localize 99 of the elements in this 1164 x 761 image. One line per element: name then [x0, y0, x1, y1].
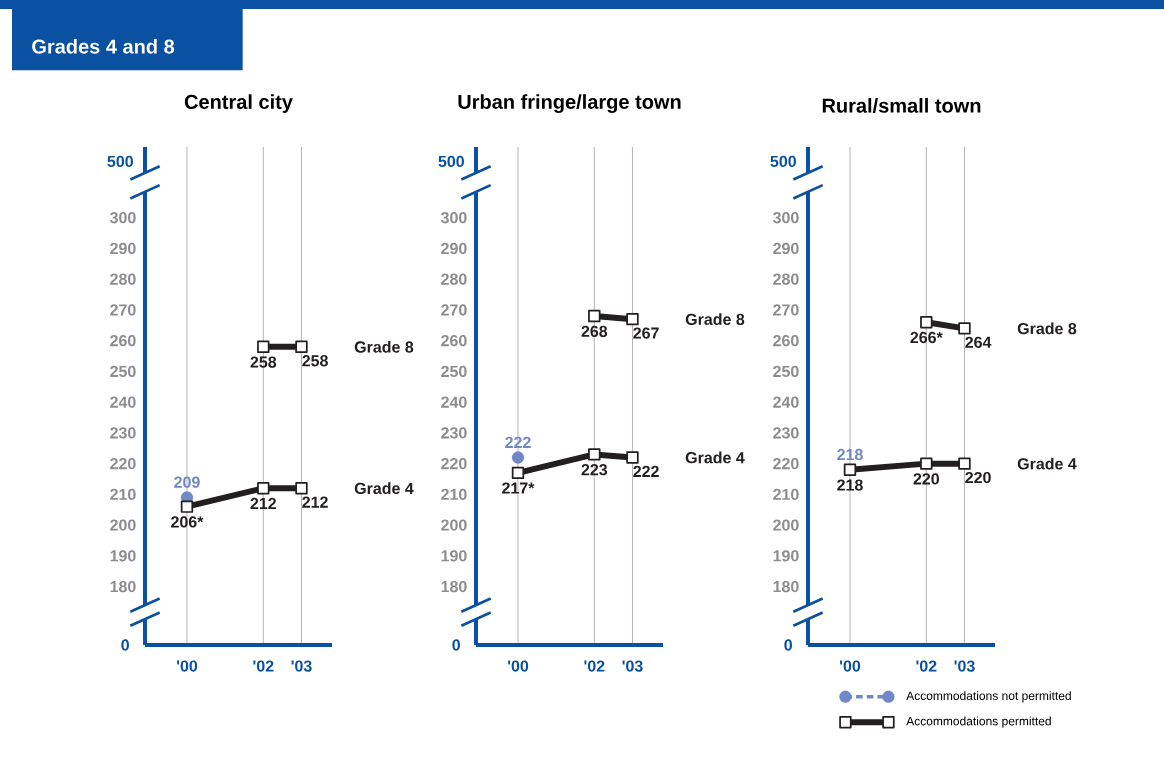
data-label: 266*: [910, 331, 943, 344]
point: [920, 457, 933, 470]
data-label: 264: [965, 336, 992, 348]
y-tick-label: 290: [773, 242, 799, 255]
text: Grade 4: [354, 482, 414, 495]
chart-title: Urban fringe/large town: [458, 94, 681, 113]
y-tick-label: 240: [773, 396, 799, 408]
point: [257, 340, 270, 354]
y-tick-label: 250: [110, 365, 136, 378]
text: Grades 4 and 8: [32, 38, 175, 54]
data-label: 220: [913, 473, 939, 485]
x-tick-label: '03: [954, 660, 975, 672]
y-tick-label: 290: [441, 242, 467, 255]
data-label: 222: [505, 436, 531, 448]
text: 500: [107, 155, 133, 168]
chart-title: Rural/small town: [822, 98, 981, 113]
y-tick-label: 230: [773, 427, 799, 439]
y-tick-label: 220: [441, 457, 467, 470]
point: [958, 322, 971, 335]
y-tick-label: 270: [441, 304, 467, 316]
y-tick-label: 190: [110, 550, 136, 562]
chart-title: Central city: [184, 94, 293, 113]
y-tick-label: 270: [110, 304, 136, 316]
point: [295, 482, 308, 495]
x-tick-label: '02: [584, 660, 605, 672]
text: 0: [121, 639, 129, 651]
data-label: 217*: [502, 482, 535, 494]
y-tick-label: 280: [110, 273, 136, 285]
point: [958, 457, 971, 470]
point: [295, 340, 308, 354]
data-label: 218: [837, 448, 863, 461]
y-tick-label: 210: [773, 488, 799, 501]
text: Grade 8: [354, 340, 414, 353]
data-label: 209: [174, 476, 200, 488]
text: 500: [770, 155, 796, 168]
point: [588, 448, 601, 461]
data-label: 222: [633, 465, 659, 477]
y-tick-label: 180: [110, 580, 136, 593]
text: Grade 4: [1017, 457, 1077, 470]
point: [626, 312, 639, 326]
data-label: 223: [581, 464, 608, 476]
y-tick-label: 290: [110, 242, 136, 255]
y-tick-label: 260: [441, 335, 467, 347]
y-tick-label: 300: [772, 212, 799, 224]
text: Grade 8: [685, 313, 745, 326]
y-tick-label: 250: [773, 365, 799, 378]
y-tick-label: 300: [440, 212, 467, 224]
point: [257, 482, 270, 495]
y-tick-label: 180: [773, 580, 799, 593]
point: [180, 500, 194, 513]
y-tick-label: 230: [441, 427, 467, 439]
y-tick-label: 240: [441, 396, 467, 408]
y-tick-label: 260: [110, 335, 136, 347]
y-tick-label: 210: [441, 488, 467, 501]
y-tick-label: 220: [110, 457, 136, 470]
point: [511, 466, 525, 480]
text: Grade 4: [685, 451, 745, 464]
y-tick-label: 280: [773, 273, 799, 285]
text: 500: [438, 155, 464, 168]
point: [626, 451, 639, 464]
y-tick-label: 180: [441, 580, 467, 593]
y-tick-label: 200: [110, 519, 136, 531]
y-tick-label: 300: [109, 212, 136, 224]
data-label: 220: [965, 471, 991, 484]
y-tick-label: 200: [773, 519, 799, 531]
data-label: 267: [633, 327, 659, 339]
text: 0: [784, 639, 792, 651]
data-label: 258: [250, 356, 277, 368]
x-tick-label: '00: [177, 660, 198, 672]
y-tick-label: 200: [441, 519, 467, 531]
point: [920, 316, 933, 329]
data-label: 212: [302, 496, 328, 508]
y-tick-label: 240: [110, 396, 136, 408]
y-tick-label: 250: [441, 365, 467, 378]
y-tick-label: 190: [773, 550, 799, 562]
data-label: 218: [837, 479, 863, 491]
x-tick-label: '02: [916, 660, 937, 672]
y-tick-label: 260: [773, 335, 799, 347]
y-tick-label: 270: [773, 304, 799, 316]
data-label: 212: [250, 497, 277, 509]
x-tick-label: '03: [291, 660, 312, 672]
y-tick-label: 210: [110, 488, 136, 501]
point: [588, 309, 601, 323]
y-tick-label: 280: [441, 273, 467, 285]
text: 0: [452, 639, 460, 651]
y-tick-label: 220: [773, 457, 799, 470]
text: Accommodations permitted: [906, 716, 1051, 728]
point: [511, 451, 525, 464]
x-tick-label: '00: [840, 660, 861, 672]
data-label: 258: [302, 355, 328, 367]
x-tick-label: '02: [253, 660, 274, 672]
data-label: 206*: [171, 516, 204, 528]
data-label: 268: [581, 325, 608, 337]
y-tick-label: 230: [110, 427, 136, 439]
text: Grade 8: [1017, 322, 1077, 335]
x-tick-label: '03: [622, 660, 643, 672]
y-tick-label: 190: [441, 550, 467, 562]
text: Accommodations not permitted: [906, 691, 1071, 703]
x-tick-label: '00: [508, 660, 529, 672]
